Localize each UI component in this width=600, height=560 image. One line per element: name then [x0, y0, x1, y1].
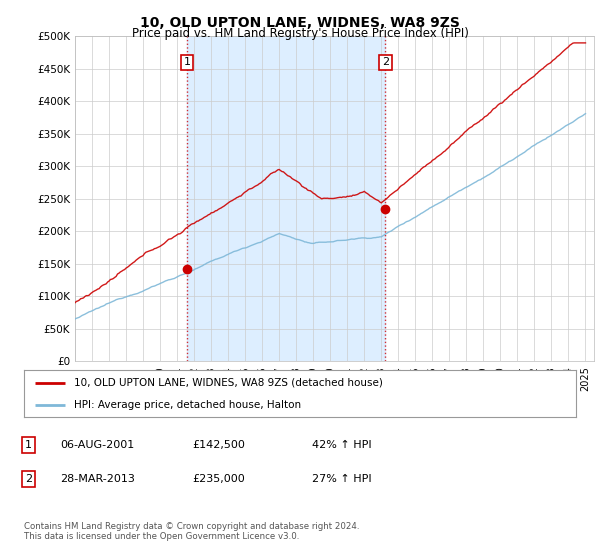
- Text: 2: 2: [25, 474, 32, 484]
- Text: 2: 2: [382, 57, 389, 67]
- Text: £142,500: £142,500: [192, 440, 245, 450]
- Text: Price paid vs. HM Land Registry's House Price Index (HPI): Price paid vs. HM Land Registry's House …: [131, 27, 469, 40]
- Text: 1: 1: [184, 57, 190, 67]
- Text: £235,000: £235,000: [192, 474, 245, 484]
- Text: 10, OLD UPTON LANE, WIDNES, WA8 9ZS (detached house): 10, OLD UPTON LANE, WIDNES, WA8 9ZS (det…: [74, 378, 383, 388]
- Text: 28-MAR-2013: 28-MAR-2013: [60, 474, 135, 484]
- Text: HPI: Average price, detached house, Halton: HPI: Average price, detached house, Halt…: [74, 400, 301, 410]
- Text: 1: 1: [25, 440, 32, 450]
- Text: 06-AUG-2001: 06-AUG-2001: [60, 440, 134, 450]
- Bar: [187, 36, 385, 361]
- Text: 10, OLD UPTON LANE, WIDNES, WA8 9ZS: 10, OLD UPTON LANE, WIDNES, WA8 9ZS: [140, 16, 460, 30]
- Text: 42% ↑ HPI: 42% ↑ HPI: [312, 440, 371, 450]
- Text: 27% ↑ HPI: 27% ↑ HPI: [312, 474, 371, 484]
- Text: Contains HM Land Registry data © Crown copyright and database right 2024.
This d: Contains HM Land Registry data © Crown c…: [24, 522, 359, 542]
